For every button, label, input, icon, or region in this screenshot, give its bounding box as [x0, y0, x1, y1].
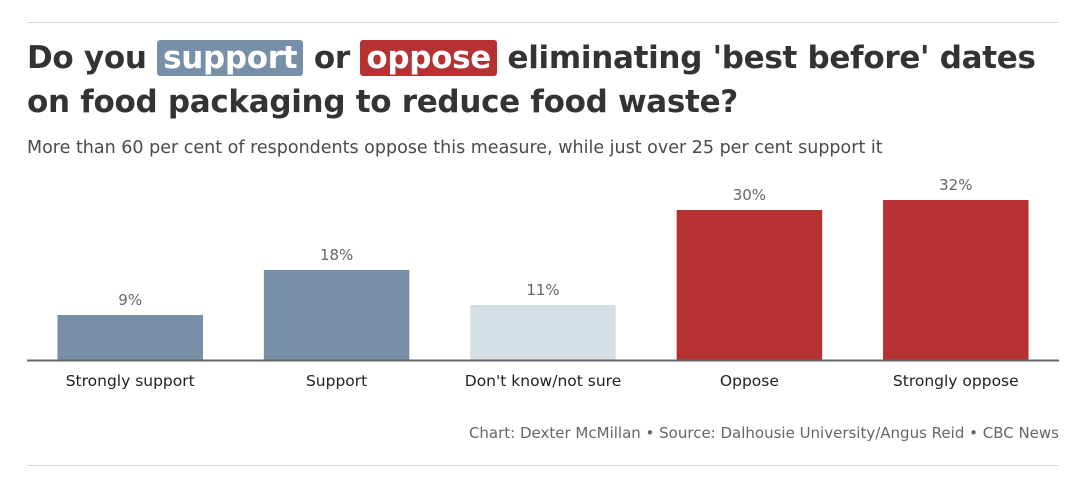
bar-2: [470, 305, 616, 360]
bar-4: [883, 200, 1029, 360]
bar-chart: 9% Strongly support 18% Support 11% Don't kno…: [27, 176, 1059, 390]
category-label-1: Support: [306, 372, 367, 390]
value-label-4: 32%: [939, 176, 972, 194]
title-part-3: eliminating 'best before' dates on food …: [27, 40, 1036, 120]
value-label-3: 30%: [733, 186, 766, 204]
category-label-2: Don't know/not sure: [465, 372, 621, 390]
value-label-1: 18%: [320, 246, 353, 264]
title-part-1: Do you: [27, 40, 147, 76]
top-divider: [27, 22, 1059, 23]
bottom-divider: [27, 465, 1059, 466]
category-label-3: Oppose: [720, 372, 779, 390]
value-label-0: 9%: [118, 291, 142, 309]
category-label-4: Strongly oppose: [893, 372, 1019, 390]
title-part-2: or: [313, 40, 350, 76]
bar-1: [263, 270, 410, 360]
category-label-0: Strongly support: [66, 372, 195, 390]
bar-3: [676, 210, 823, 360]
title-oppose-highlight: oppose: [360, 40, 497, 76]
title-support-highlight: support: [157, 40, 304, 76]
chart-credit: Chart: Dexter McMillan • Source: Dalhous…: [468, 424, 1059, 442]
bar-0: [57, 315, 203, 360]
chart-title: Do you support or oppose eliminating 'be…: [27, 36, 1062, 124]
chart-subtitle: More than 60 per cent of respondents opp…: [27, 138, 883, 158]
value-label-2: 11%: [526, 281, 559, 299]
